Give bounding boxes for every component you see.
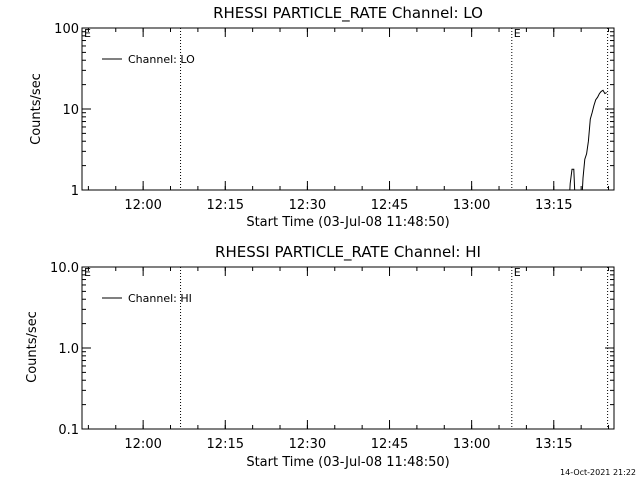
chart-hi-title: RHESSI PARTICLE_RATE Channel: HI xyxy=(215,243,481,262)
event-marker-label: E xyxy=(84,266,91,279)
chart-hi-legend-label: Channel: HI xyxy=(128,292,192,305)
chart-lo-legend-label: Channel: LO xyxy=(128,53,195,66)
event-marker-label: E xyxy=(514,266,521,279)
x-tick-label: 13:15 xyxy=(535,437,572,452)
chart-hi-ylabel: Counts/sec xyxy=(25,311,40,383)
x-tick-label: 13:15 xyxy=(535,198,572,213)
x-tick-label: 12:45 xyxy=(371,437,408,452)
y-tick-label: 100 xyxy=(54,22,79,37)
event-marker-label: E xyxy=(84,27,91,40)
chart-lo-title: RHESSI PARTICLE_RATE Channel: LO xyxy=(213,4,483,23)
x-tick-label: 12:30 xyxy=(289,437,326,452)
chart-lo-xlabel: Start Time (03-Jul-08 11:48:50) xyxy=(246,215,449,230)
x-tick-label: 12:15 xyxy=(207,198,244,213)
y-tick-label: 1 xyxy=(71,184,79,199)
chart-hi: RHESSI PARTICLE_RATE Channel: HI Start T… xyxy=(25,243,615,470)
y-tick-label: 0.1 xyxy=(58,423,79,438)
y-tick-label: 10.0 xyxy=(50,261,79,276)
x-tick-label: 13:00 xyxy=(453,437,490,452)
chart-hi-xlabel: Start Time (03-Jul-08 11:48:50) xyxy=(246,455,449,470)
y-tick-label: 1.0 xyxy=(58,342,79,357)
footer-timestamp: 14-Oct-2021 21:22 xyxy=(560,468,636,477)
chart-lo-ylabel: Counts/sec xyxy=(29,73,44,145)
event-marker-label: E xyxy=(514,27,521,40)
x-tick-label: 12:30 xyxy=(289,198,326,213)
y-tick-label: 10 xyxy=(62,103,79,118)
x-tick-label: 12:15 xyxy=(207,437,244,452)
x-tick-label: 12:00 xyxy=(124,437,161,452)
x-tick-label: 12:45 xyxy=(371,198,408,213)
x-tick-label: 12:00 xyxy=(124,198,161,213)
chart-lo: RHESSI PARTICLE_RATE Channel: LO Start T… xyxy=(29,4,615,230)
x-tick-label: 13:00 xyxy=(453,198,490,213)
series-line xyxy=(569,89,607,190)
